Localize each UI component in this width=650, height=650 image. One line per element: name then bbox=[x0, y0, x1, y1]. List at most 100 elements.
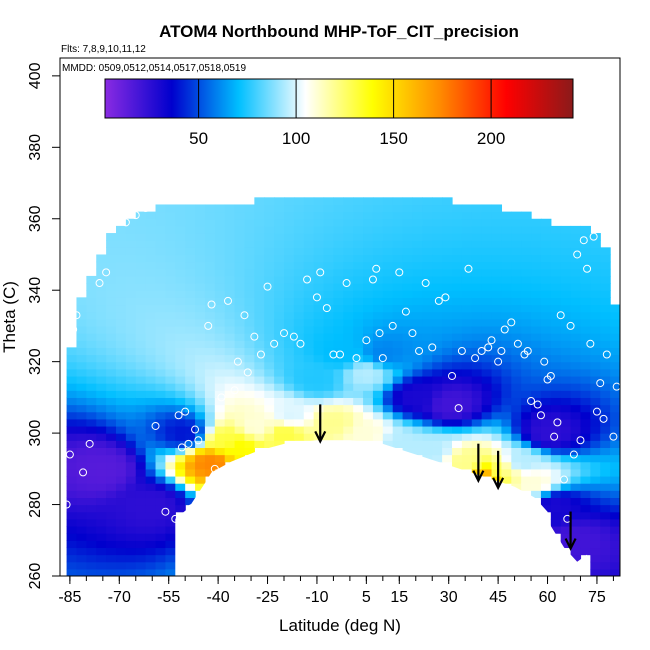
heatmap-cell bbox=[452, 297, 463, 306]
heatmap-cell bbox=[165, 261, 176, 270]
heatmap-cell bbox=[531, 475, 542, 484]
heatmap-cell bbox=[531, 218, 542, 227]
heatmap-cell bbox=[165, 511, 176, 520]
heatmap-cell bbox=[353, 311, 364, 320]
heatmap-cell bbox=[363, 247, 374, 256]
heatmap-cell bbox=[274, 304, 285, 313]
heatmap-cell bbox=[343, 325, 354, 334]
heatmap-cell bbox=[155, 283, 167, 291]
heatmap-cell bbox=[264, 275, 275, 284]
heatmap-cell bbox=[392, 333, 404, 341]
heatmap-cell bbox=[531, 268, 542, 277]
heatmap-cell bbox=[86, 547, 97, 556]
heatmap-cell bbox=[66, 475, 78, 484]
heatmap-cell bbox=[511, 318, 522, 327]
heatmap-cell bbox=[461, 404, 473, 413]
heatmap-cell bbox=[570, 354, 582, 363]
heatmap-cell bbox=[313, 247, 325, 256]
heatmap-cell bbox=[145, 333, 157, 341]
heatmap-cell bbox=[550, 383, 562, 391]
heatmap-cell bbox=[76, 511, 87, 520]
heatmap-cell bbox=[234, 204, 246, 213]
heatmap-cell bbox=[501, 397, 512, 406]
heatmap-cell bbox=[96, 297, 107, 306]
heatmap-cell bbox=[284, 218, 295, 227]
heatmap-cell bbox=[155, 225, 167, 234]
heatmap-cell bbox=[125, 475, 137, 484]
heatmap-cell bbox=[590, 340, 601, 348]
heatmap-cell bbox=[145, 225, 157, 234]
heatmap-cell bbox=[560, 533, 572, 541]
heatmap-cell bbox=[165, 297, 176, 306]
heatmap-cell bbox=[422, 361, 433, 370]
heatmap-cell bbox=[165, 368, 176, 377]
sample-point bbox=[204, 321, 213, 330]
heatmap-cell bbox=[135, 333, 147, 341]
heatmap-cell bbox=[145, 525, 157, 534]
sample-point bbox=[184, 439, 193, 448]
heatmap-cell bbox=[363, 254, 374, 263]
heatmap-cell bbox=[531, 361, 542, 370]
heatmap-cell bbox=[511, 325, 522, 334]
x-tick-label: 45 bbox=[489, 589, 507, 606]
heatmap-cell bbox=[491, 368, 503, 377]
heatmap-cell bbox=[402, 318, 414, 327]
heatmap-cell bbox=[610, 368, 620, 377]
heatmap-cell bbox=[392, 283, 404, 291]
heatmap-cell bbox=[234, 225, 246, 234]
heatmap-cell bbox=[86, 325, 97, 334]
heatmap-cell bbox=[501, 304, 512, 313]
y-tick-label: 320 bbox=[27, 348, 44, 375]
heatmap-cell bbox=[343, 383, 354, 391]
heatmap-cell bbox=[333, 433, 344, 441]
heatmap-cell bbox=[363, 340, 374, 348]
heatmap-cell bbox=[382, 211, 394, 220]
heatmap-cell bbox=[145, 504, 157, 513]
heatmap-cell bbox=[185, 233, 196, 241]
heatmap-cell bbox=[333, 383, 344, 391]
heatmap-cell bbox=[412, 290, 423, 298]
heatmap-cell bbox=[125, 261, 137, 270]
heatmap-cell bbox=[185, 211, 196, 220]
y-axis-label: Theta (C) bbox=[0, 281, 19, 353]
heatmap-cell bbox=[86, 368, 97, 377]
heatmap-cell bbox=[540, 225, 552, 234]
sample-point bbox=[487, 336, 496, 345]
heatmap-cell bbox=[106, 275, 117, 284]
heatmap-cell bbox=[135, 554, 147, 563]
heatmap-cell bbox=[195, 390, 206, 398]
heatmap-cell bbox=[284, 333, 295, 341]
heatmap-cell bbox=[442, 347, 453, 356]
heatmap-cell bbox=[600, 254, 611, 263]
heatmap-cell bbox=[116, 383, 127, 391]
heatmap-cell bbox=[491, 447, 503, 456]
heatmap-cell bbox=[96, 568, 107, 576]
heatmap-cell bbox=[116, 325, 127, 334]
heatmap-cell bbox=[521, 454, 532, 463]
heatmap-cell bbox=[165, 233, 176, 241]
heatmap-cell bbox=[610, 504, 620, 513]
sample-point bbox=[280, 329, 288, 338]
heatmap-cell bbox=[204, 283, 216, 291]
heatmap-cell bbox=[461, 390, 473, 398]
heatmap-cell bbox=[363, 218, 374, 227]
heatmap-cell bbox=[234, 297, 246, 306]
heatmap-cell bbox=[303, 325, 315, 334]
heatmap-cell bbox=[165, 561, 176, 570]
heatmap-cell bbox=[402, 197, 414, 206]
heatmap-cell bbox=[343, 433, 354, 441]
heatmap-cell bbox=[155, 475, 167, 484]
heatmap-cell bbox=[175, 275, 186, 284]
heatmap-cell bbox=[264, 311, 275, 320]
heatmap-cell bbox=[175, 418, 186, 427]
heatmap-cell bbox=[195, 325, 206, 334]
heatmap-cell bbox=[165, 440, 176, 448]
heatmap-cell bbox=[461, 347, 473, 356]
heatmap-cell bbox=[471, 418, 483, 427]
heatmap-cell bbox=[185, 254, 196, 263]
heatmap-cell bbox=[531, 440, 542, 448]
heatmap-cell bbox=[274, 204, 285, 213]
colorbar-ticks: 50 100 150 200 bbox=[189, 79, 505, 148]
down-arrow bbox=[314, 404, 327, 444]
heatmap-cell bbox=[116, 390, 127, 398]
